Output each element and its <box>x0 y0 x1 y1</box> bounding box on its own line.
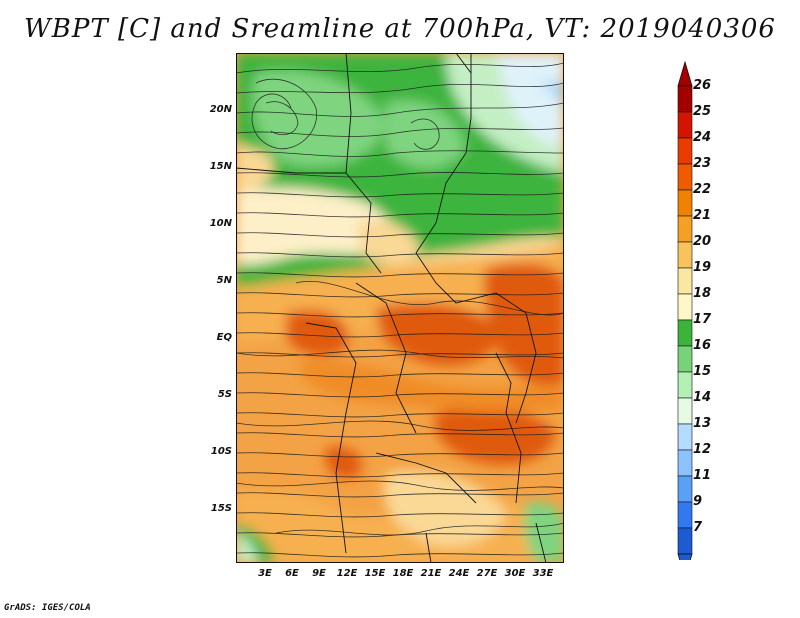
colorbar-label-23: 23 <box>693 156 712 171</box>
wbpt-hot-patch-south <box>434 408 556 465</box>
wbpt-blue-ne <box>536 83 564 113</box>
colorbar-top-arrow <box>677 60 693 87</box>
colorbar-segment-20 <box>677 241 693 269</box>
wbpt-tan-patch <box>356 219 421 264</box>
wbpt-hot-core-west <box>286 309 348 356</box>
colorbar-segment-26 <box>677 85 693 113</box>
lat-label-5n: 5N <box>216 275 232 286</box>
lon-label-24e: 24E <box>448 568 470 579</box>
colorbar-label-21: 21 <box>693 208 712 223</box>
colorbar-bottom-arrow <box>677 553 693 560</box>
colorbar-label-14: 14 <box>693 390 712 405</box>
lat-label-15s: 15S <box>210 503 232 514</box>
colorbar-segment-7 <box>677 527 693 555</box>
map-title: WBPT [C] and Sreamline at 700hPa, VT: 20… <box>24 14 776 44</box>
colorbar-segment-11 <box>677 475 693 503</box>
wbpt-hot-patch-southwest <box>326 446 362 479</box>
country-borders <box>236 53 547 563</box>
wbpt-tan-south <box>383 470 506 547</box>
colorbar-label-19: 19 <box>693 260 712 275</box>
lon-label-27e: 27E <box>476 568 498 579</box>
colorbar-segment-22 <box>677 189 693 217</box>
colorbar-segment-14 <box>677 397 693 425</box>
colorbar-segment-15 <box>677 371 693 399</box>
lat-label-eq: EQ <box>216 332 232 343</box>
footer-credit: GrADS: IGES/COLA <box>4 603 91 613</box>
colorbar-segment-18 <box>677 293 693 321</box>
colorbar-label-9: 9 <box>693 494 703 509</box>
wbpt-pale-blue-ne <box>496 53 564 148</box>
colorbar-label-20: 20 <box>693 234 712 249</box>
colorbar-label-11: 11 <box>693 468 712 483</box>
wbpt-pale-green-southwest <box>236 533 258 563</box>
lon-label-3e: 3E <box>258 568 272 579</box>
wbpt-light-green-patch <box>252 70 386 167</box>
wbpt-hot-core-central <box>376 303 498 366</box>
wbpt-orange-patch <box>296 360 564 413</box>
streamlines <box>236 62 564 558</box>
wbpt-green-southeast <box>524 501 564 563</box>
lat-label-15n: 15N <box>209 161 232 172</box>
colorbar-label-24: 24 <box>693 130 712 145</box>
colorbar-segment-25 <box>677 111 693 139</box>
wbpt-light-green-patch-east <box>386 100 466 169</box>
wbpt-cream-band <box>236 187 397 266</box>
colorbar-label-22: 22 <box>693 182 712 197</box>
lat-label-20n: 20N <box>209 104 232 115</box>
colorbar-segment-16 <box>677 345 693 373</box>
lon-label-12e: 12E <box>336 568 358 579</box>
colorbar-label-15: 15 <box>693 364 712 379</box>
lon-label-18e: 18E <box>392 568 414 579</box>
lon-label-30e: 30E <box>504 568 526 579</box>
lon-label-21e: 21E <box>420 568 442 579</box>
colorbar-label-17: 17 <box>693 312 712 327</box>
lon-label-15e: 15E <box>364 568 386 579</box>
colorbar-segment-19 <box>677 267 693 295</box>
lat-label-10s: 10S <box>210 446 232 457</box>
colorbar-segment-21 <box>677 215 693 243</box>
lat-label-5s: 5S <box>217 389 232 400</box>
lon-label-33e: 33E <box>532 568 554 579</box>
colorbar-label-13: 13 <box>693 416 712 431</box>
colorbar-label-16: 16 <box>693 338 712 353</box>
colorbar-label-7: 7 <box>693 520 703 535</box>
colorbar-label-25: 25 <box>693 104 712 119</box>
colorbar-label-18: 18 <box>693 286 712 301</box>
lon-label-9e: 9E <box>312 568 326 579</box>
colorbar-segment-23 <box>677 163 693 191</box>
colorbar-segment-13 <box>677 423 693 451</box>
lat-label-10n: 10N <box>209 218 232 229</box>
colorbar-segment-12 <box>677 449 693 477</box>
colorbar-segment-17 <box>677 319 693 347</box>
colorbar-segment-9 <box>677 501 693 529</box>
colorbar-segment-24 <box>677 137 693 165</box>
colorbar <box>677 60 693 560</box>
wbpt-streamline-map <box>236 53 564 563</box>
colorbar-label-12: 12 <box>693 442 712 457</box>
colorbar-label-26: 26 <box>693 78 712 93</box>
lon-label-6e: 6E <box>285 568 299 579</box>
